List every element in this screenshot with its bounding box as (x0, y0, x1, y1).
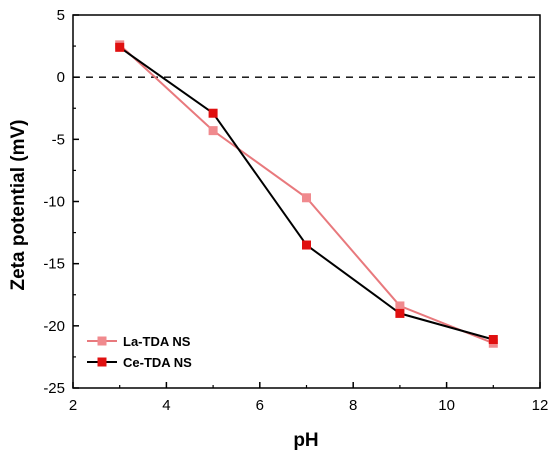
data-point-ce-tda-ns (208, 108, 218, 118)
data-point-la-tda-ns (208, 126, 218, 136)
y-tick-label: -25 (43, 380, 65, 397)
x-tick-label: 12 (532, 397, 549, 414)
x-tick-label: 8 (349, 397, 357, 414)
y-tick-label: -10 (43, 194, 65, 211)
y-axis-title: Zeta potential (mV) (8, 119, 29, 290)
data-point-ce-tda-ns (488, 335, 498, 345)
legend-label-ce-tda-ns: Ce-TDA NS (123, 355, 192, 370)
legend-marker-ce-tda-ns (97, 357, 107, 367)
data-point-ce-tda-ns (302, 240, 311, 250)
y-tick-label: -5 (52, 131, 65, 148)
legend-marker-la-tda-ns (97, 336, 107, 346)
x-tick-label: 10 (438, 397, 455, 414)
y-tick-label: -20 (43, 318, 65, 335)
legend-label-la-tda-ns: La-TDA NS (123, 334, 191, 349)
x-tick-label: 4 (162, 397, 170, 414)
x-tick-label: 6 (256, 397, 264, 414)
y-tick-label: 0 (57, 69, 65, 86)
data-point-ce-tda-ns (395, 308, 405, 318)
y-tick-label: 5 (57, 7, 65, 24)
y-tick-label: -15 (43, 256, 65, 273)
data-point-la-tda-ns (302, 193, 311, 203)
data-point-ce-tda-ns (115, 42, 125, 52)
data-point-la-tda-ns (395, 301, 405, 311)
x-tick-label: 2 (69, 397, 77, 414)
x-axis-title: pH (293, 430, 318, 451)
